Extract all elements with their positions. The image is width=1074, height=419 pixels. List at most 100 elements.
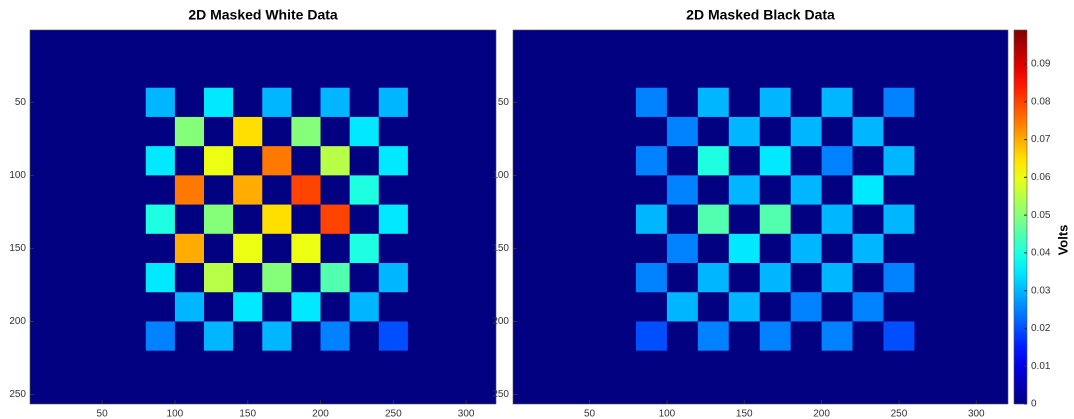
heatmap-cell: [635, 204, 667, 234]
colorbar-tick-label: 0.01: [1031, 361, 1051, 372]
x-tick-label: 100: [659, 409, 676, 419]
heatmap-cell: [349, 116, 379, 147]
heatmap-cell: [697, 321, 729, 351]
chart-title: 2D Masked White Data: [188, 7, 338, 23]
heatmap-cell: [262, 87, 292, 117]
heatmap-cell: [883, 87, 915, 117]
colorbar-tick-label: 0.05: [1031, 210, 1051, 221]
heatmap-cell: [349, 175, 379, 205]
heatmap-cell: [852, 175, 884, 205]
heatmap-cell: [204, 321, 234, 351]
colorbar-tick-label: 0.04: [1031, 248, 1051, 259]
x-tick-label: 200: [813, 409, 830, 419]
heatmap-cell: [233, 292, 263, 322]
y-tick-label: 100: [492, 170, 509, 181]
heatmap-cell: [349, 292, 379, 322]
heatmap-cell: [262, 263, 292, 293]
heatmap-cell: [697, 87, 729, 117]
colorbar-tick-label: 0.08: [1031, 96, 1051, 107]
colorbar-tick-label: 0.07: [1031, 134, 1051, 145]
heatmap-cell: [666, 175, 698, 205]
heatmap-cell: [666, 233, 698, 264]
heatmap-cell: [697, 146, 729, 176]
heatmap-cell: [821, 263, 853, 293]
heatmap-cell: [635, 263, 667, 293]
axes-box: [29, 29, 497, 405]
x-tick-label: 150: [239, 409, 256, 419]
heatmap-cell: [233, 116, 263, 147]
heatmap-cell: [233, 233, 263, 264]
y-tick-label: 150: [492, 243, 509, 254]
heatmap-cell: [883, 204, 915, 234]
y-tick-label: 250: [492, 389, 509, 400]
x-tick-label: 250: [891, 409, 908, 419]
chart-title: 2D Masked Black Data: [686, 7, 835, 23]
heatmap-cell: [204, 263, 234, 293]
heatmap-cell: [378, 87, 408, 117]
heatmap-cell: [174, 292, 205, 322]
heatmap-cell: [790, 233, 822, 264]
heatmap-cell: [635, 321, 667, 351]
heatmap-cell: [378, 263, 408, 293]
heatmap-cell: [883, 146, 915, 176]
heatmap-cell: [320, 87, 350, 117]
heatmap-cell: [145, 263, 175, 293]
heatmap-cell: [759, 321, 791, 351]
heatmap-cell: [291, 175, 321, 205]
heatmap-cell: [174, 116, 205, 147]
heatmap-cell: [204, 87, 234, 117]
colorbar: [1013, 29, 1028, 405]
heatmap-cell: [728, 233, 760, 264]
y-tick-label: 200: [9, 316, 26, 327]
y-tick-label: 50: [498, 97, 510, 108]
heatmap-cell: [821, 146, 853, 176]
heatmap-cell: [320, 204, 350, 234]
y-tick-label: 200: [492, 316, 509, 327]
heatmap-cell: [697, 204, 729, 234]
x-tick-label: 50: [97, 409, 109, 419]
heatmap-cell: [852, 233, 884, 264]
heatmap-cell: [262, 146, 292, 176]
heatmap-cell: [320, 321, 350, 351]
heatmap-cell: [883, 321, 915, 351]
heatmap-cell: [759, 146, 791, 176]
heatmap-cell: [728, 175, 760, 205]
heatmap-cell: [349, 233, 379, 264]
x-tick-label: 300: [968, 409, 985, 419]
heatmap-cell: [204, 204, 234, 234]
colorbar-tick-label: 0.06: [1031, 172, 1051, 183]
heatmap-cell: [728, 116, 760, 147]
heatmap-cell: [145, 204, 175, 234]
heatmap-cell: [204, 146, 234, 176]
heatmap-cell: [790, 175, 822, 205]
heatmap-cell: [291, 116, 321, 147]
heatmap-cell: [852, 292, 884, 322]
heatmap-cell: [174, 233, 205, 264]
colorbar-tick-label: 0: [1031, 399, 1037, 410]
heatmap-cell: [790, 292, 822, 322]
heatmap-cell: [145, 321, 175, 351]
y-tick-label: 250: [9, 389, 26, 400]
heatmap-cell: [320, 146, 350, 176]
heatmap-cell: [759, 87, 791, 117]
heatmap-cell: [635, 87, 667, 117]
x-tick-label: 150: [736, 409, 753, 419]
heatmap-cell: [174, 175, 205, 205]
heatmap-cell: [697, 263, 729, 293]
colorbar-label: Volts: [1055, 225, 1070, 256]
heatmap-cell: [821, 204, 853, 234]
colorbar-tick-label: 0.03: [1031, 285, 1051, 296]
heatmap-cell: [728, 292, 760, 322]
heatmap-cell: [821, 87, 853, 117]
heatmap-cell: [145, 87, 175, 117]
x-tick-label: 300: [458, 409, 475, 419]
heatmap-cell: [262, 204, 292, 234]
heatmap-cell: [233, 175, 263, 205]
heatmap-cell: [378, 146, 408, 176]
x-tick-label: 100: [167, 409, 184, 419]
heatmap-cell: [378, 204, 408, 234]
heatmap-cell: [262, 321, 292, 351]
y-tick-label: 100: [9, 170, 26, 181]
heatmap-cell: [291, 233, 321, 264]
